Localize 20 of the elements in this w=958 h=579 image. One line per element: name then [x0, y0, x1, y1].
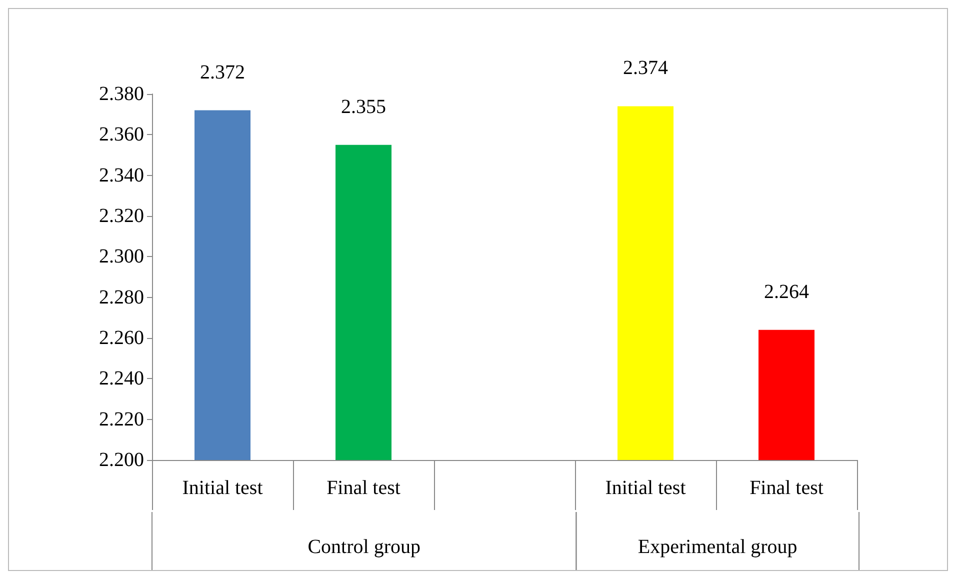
- x-tick-label: Final test: [326, 477, 401, 499]
- y-tick-label: 2.320: [99, 205, 144, 227]
- y-tick-label: 2.220: [99, 408, 144, 430]
- data-label: 2.374: [623, 57, 668, 80]
- y-tick-label: 2.280: [99, 286, 144, 308]
- x-tick-label: Final test: [750, 477, 824, 499]
- y-tick-label: 2.260: [99, 327, 144, 349]
- y-tick-label: 2.240: [99, 368, 144, 390]
- text: Control group: [308, 536, 420, 558]
- y-tick-label: 2.340: [99, 164, 144, 186]
- y-tick-label: 2.360: [99, 124, 144, 146]
- data-label: 2.355: [341, 96, 386, 118]
- text: Experimental group: [638, 536, 798, 558]
- y-tick-label: 2.300: [99, 246, 144, 268]
- data-label: 2.372: [200, 61, 245, 84]
- data-label: 2.264: [764, 280, 809, 303]
- y-tick-label: 2.380: [99, 83, 144, 105]
- x-tick-label: Initial test: [182, 477, 264, 499]
- y-tick-label: 2.200: [99, 449, 144, 471]
- x-tick-label: Initial test: [605, 477, 686, 499]
